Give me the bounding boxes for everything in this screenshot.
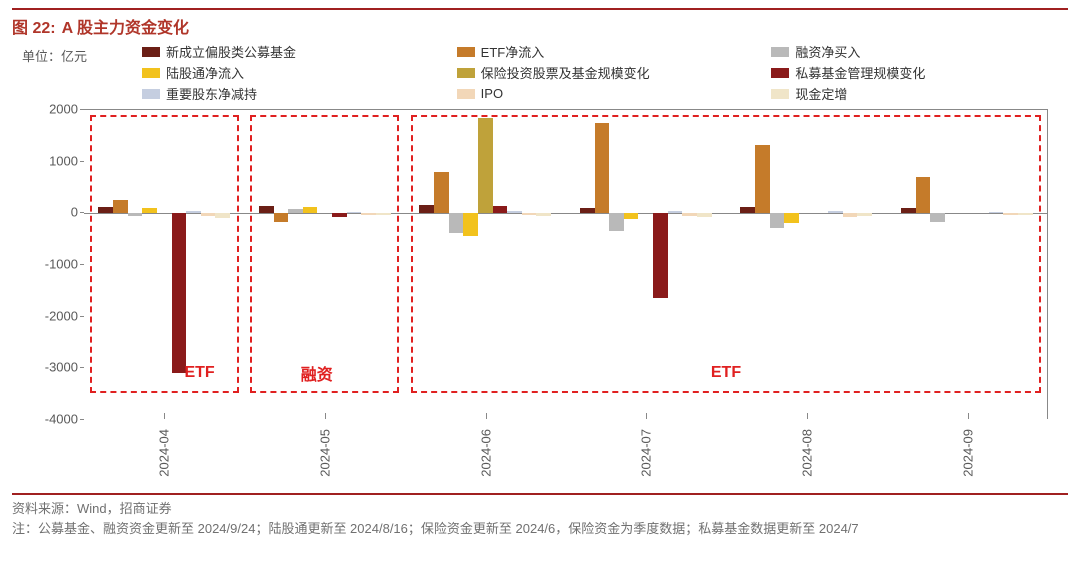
y-tick-label: -3000: [45, 360, 78, 375]
y-tick-label: -4000: [45, 412, 78, 427]
legend-swatch: [771, 89, 789, 99]
y-tick-label: 1000: [49, 153, 78, 168]
annotation-label: ETF: [184, 364, 214, 382]
y-tick-label: -2000: [45, 308, 78, 323]
chart-area: -4000-3000-2000-1000010002000 ETF融资ETF 2…: [22, 109, 1058, 489]
x-tick-label: 2024-06: [478, 429, 493, 477]
legend-item: IPO: [457, 84, 754, 103]
legend-item: ETF净流入: [457, 42, 754, 61]
footer: 资料来源：Wind，招商证券 注：公募基金、融资资金更新至 2024/9/24；…: [12, 493, 1068, 538]
legend: 新成立偏股类公募基金 ETF净流入 融资净买入陆股通净流入 保险投资股票及基金规模变化…: [142, 40, 1068, 109]
figure-container: 图 22: A 股主力资金变化 单位：亿元 新成立偏股类公募基金ETF净流入融资…: [0, 0, 1080, 546]
annotation-label: 融资: [301, 361, 333, 385]
figure-title: A 股主力资金变化: [62, 14, 189, 38]
legend-swatch: [142, 68, 160, 78]
source-text: 资料来源：Wind，招商证券: [12, 499, 1068, 519]
legend-label: 私募基金管理规模变化: [795, 63, 925, 82]
annotation-label: ETF: [711, 364, 741, 382]
legend-label: ETF净流入: [481, 42, 545, 61]
annotation-box: [411, 115, 1041, 393]
y-tick-label: 2000: [49, 102, 78, 117]
x-tick-label: 2024-08: [800, 429, 815, 477]
legend-item: 私募基金管理规模变化: [771, 63, 1068, 82]
note-text: 注：公募基金、融资资金更新至 2024/9/24；陆股通更新至 2024/8/1…: [12, 519, 1068, 539]
legend-item: 保险投资股票及基金规模变化: [457, 63, 754, 82]
legend-item: 新成立偏股类公募基金: [142, 42, 439, 61]
legend-label: 融资净买入: [795, 42, 860, 61]
y-tick-label: 0: [71, 205, 78, 220]
x-tick-label: 2024-07: [639, 429, 654, 477]
annotation-box: [90, 115, 239, 393]
legend-label: IPO: [481, 86, 503, 101]
legend-swatch: [142, 89, 160, 99]
legend-item: 陆股通净流入: [142, 63, 439, 82]
legend-swatch: [457, 68, 475, 78]
legend-label: 新成立偏股类公募基金: [166, 42, 296, 61]
legend-item: 融资净买入: [771, 42, 1068, 61]
legend-label: 现金定增: [795, 84, 847, 103]
legend-swatch: [771, 47, 789, 57]
x-tick-label: 2024-05: [318, 429, 333, 477]
title-bar: 图 22: A 股主力资金变化: [12, 8, 1068, 40]
legend-item: 重要股东净减持: [142, 84, 439, 103]
legend-swatch: [457, 47, 475, 57]
figure-number: 图 22:: [12, 14, 56, 38]
y-axis: -4000-3000-2000-1000010002000: [22, 109, 84, 419]
legend-swatch: [457, 89, 475, 99]
x-tick-label: 2024-09: [960, 429, 975, 477]
plot-area: ETF 融资 ETF: [84, 109, 1048, 419]
annotation-box: [250, 115, 399, 393]
legend-swatch: [142, 47, 160, 57]
x-tick-label: 2024-04: [157, 429, 172, 477]
legend-label: 保险投资股票及基金规模变化: [481, 63, 650, 82]
y-tick-label: -1000: [45, 257, 78, 272]
x-axis: 2024-04 2024-05 2024-06 2024-07 2024-08 2024-…: [84, 419, 1048, 489]
legend-item: 现金定增: [771, 84, 1068, 103]
unit-label: 单位：亿元: [12, 40, 142, 65]
legend-label: 陆股通净流入: [166, 63, 244, 82]
legend-label: 重要股东净减持: [166, 84, 257, 103]
legend-swatch: [771, 68, 789, 78]
